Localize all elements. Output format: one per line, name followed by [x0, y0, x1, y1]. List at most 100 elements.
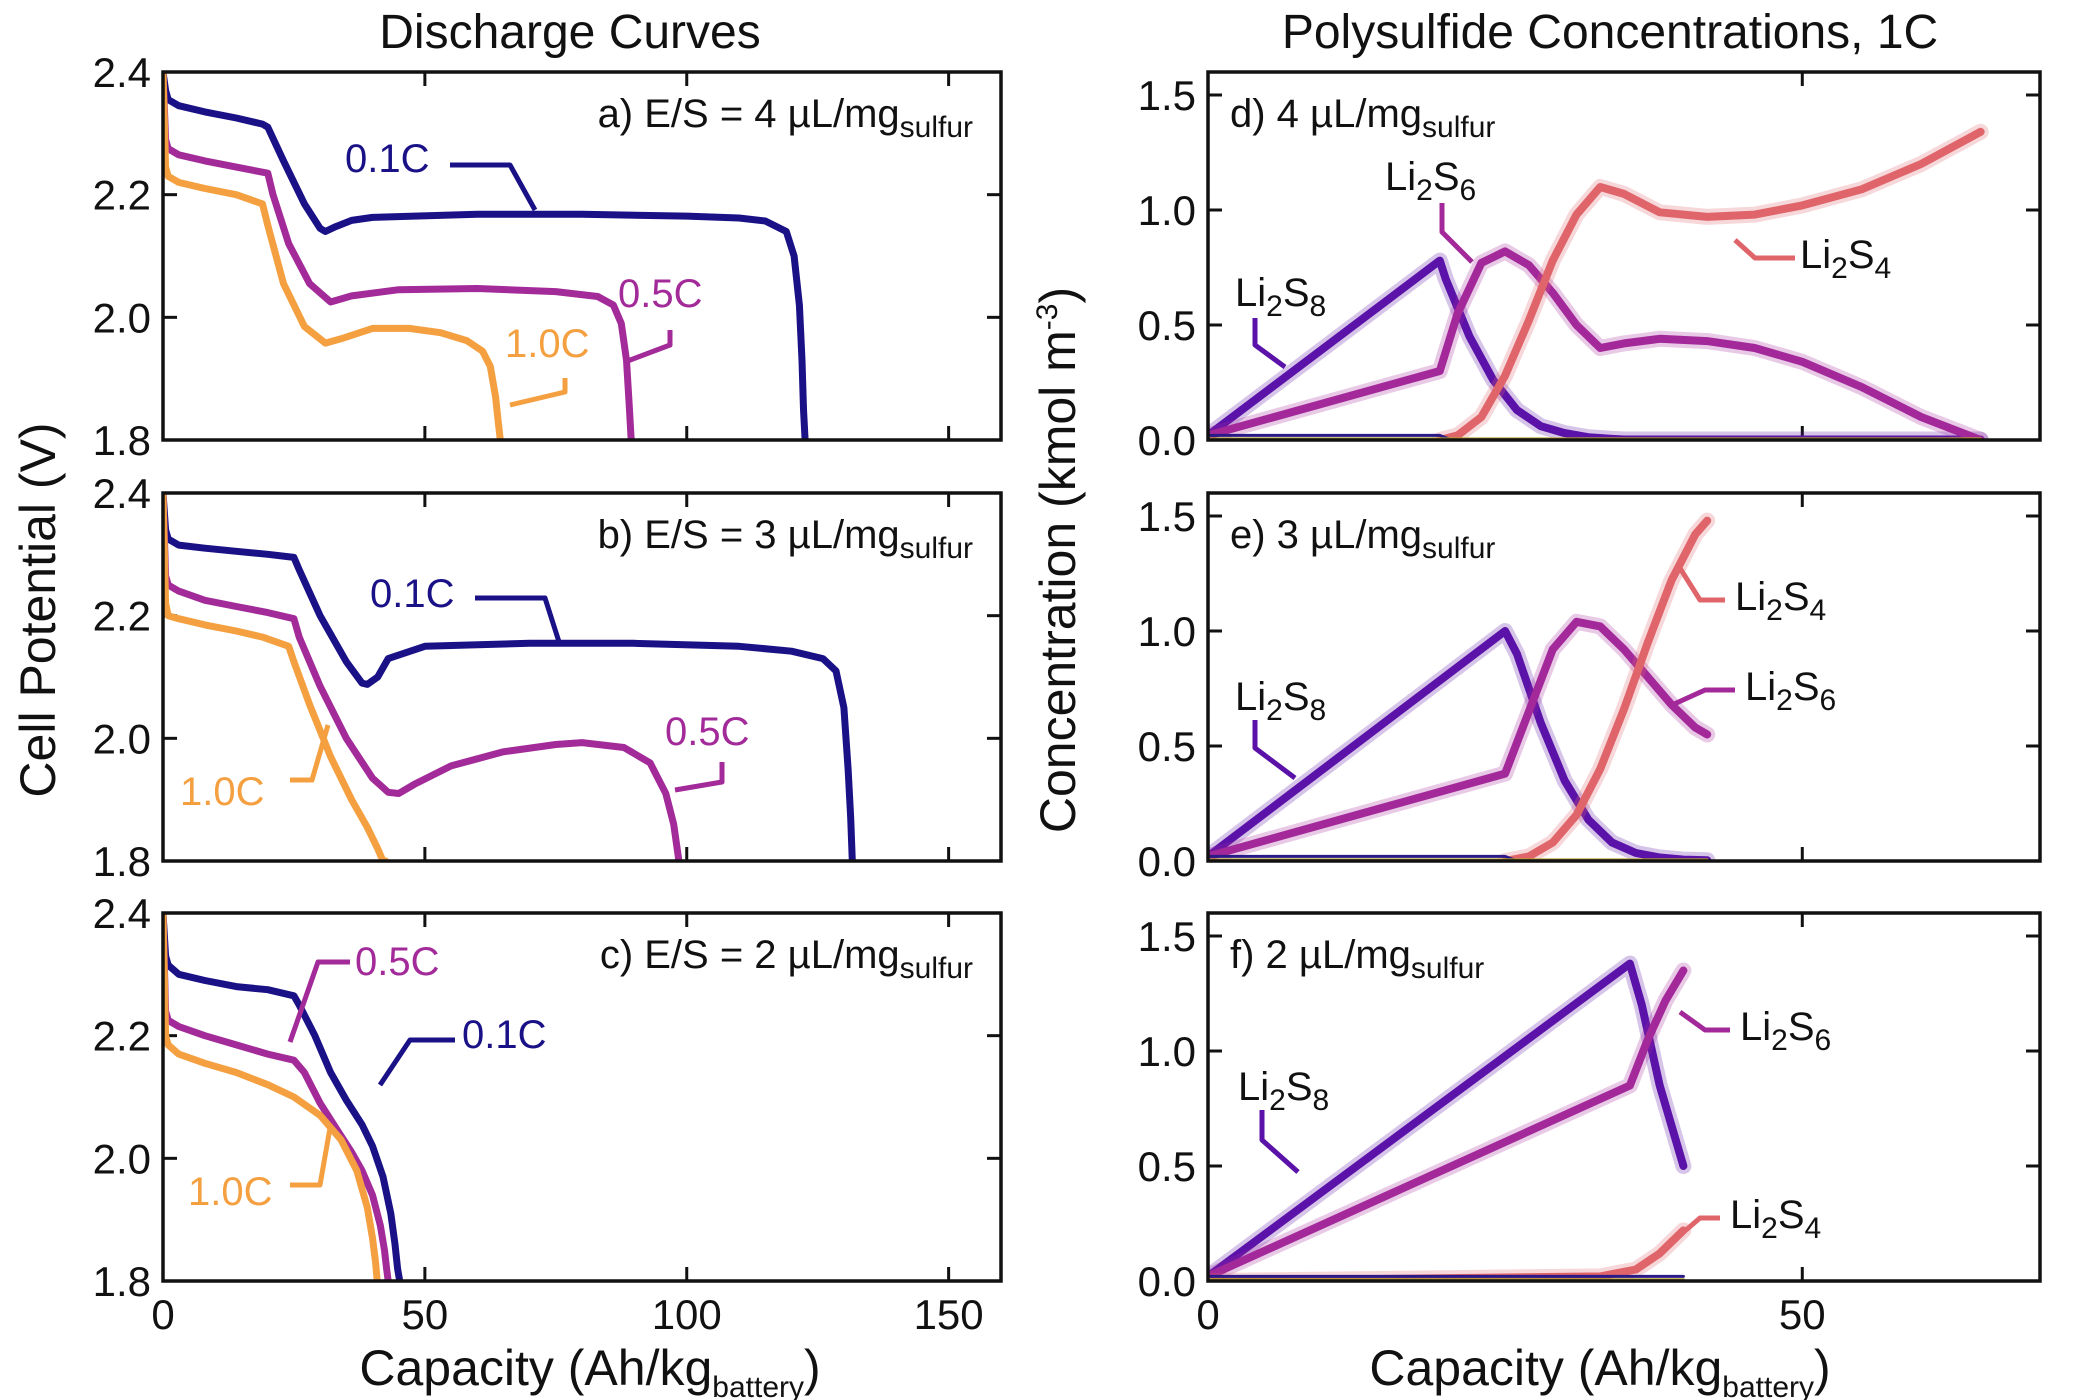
panel-label-sub: sulfur: [900, 532, 973, 565]
left-column-title: Discharge Curves: [379, 6, 760, 59]
species-sub-n: 8: [1310, 694, 1327, 727]
y-tick-label: 0.5: [1138, 302, 1196, 349]
species-sub-n: 6: [1815, 1024, 1832, 1057]
plot-frame: [1206, 911, 2042, 1283]
panel-label-sub: sulfur: [1411, 952, 1484, 985]
y-tick-label: 1.5: [1138, 72, 1196, 119]
series-band: [1431, 123, 1989, 440]
y-tick-label: 0.5: [1138, 723, 1196, 770]
right-y-axis-label: Concentration (kmol m-3): [1030, 287, 1086, 833]
series-label: 0.5C: [355, 940, 440, 984]
panel-label-main: e) 3 µL/mg: [1230, 513, 1422, 557]
series-line-li2s6: [1208, 247, 1985, 440]
species-li: Li: [1385, 155, 1416, 199]
x-tick-label: 0: [1196, 1291, 1219, 1338]
species-sub-2: 2: [1266, 290, 1283, 323]
series-line-01c: [163, 72, 809, 440]
series-label: 0.5C: [665, 710, 750, 754]
panel-label-main: a) E/S = 4 µL/mg: [598, 92, 900, 136]
left-x-axis-label-close: ): [804, 1340, 821, 1396]
species-sub-n: 4: [1805, 1212, 1822, 1245]
species-s: S: [1283, 271, 1310, 315]
label-leader-line: [1670, 1215, 1720, 1244]
species-sub-n: 4: [1810, 594, 1827, 627]
series-label: Li2S6: [1740, 1005, 1831, 1057]
series-line-05c: [163, 72, 635, 440]
series-label: 1.0C: [188, 1170, 273, 1214]
series-line-05c: [163, 913, 392, 1281]
label-leader-line: [624, 330, 673, 365]
y-tick-label: 2.0: [93, 294, 151, 341]
species-s: S: [1778, 1193, 1805, 1237]
series-label: 0.1C: [370, 572, 455, 616]
species-li: Li: [1235, 271, 1266, 315]
species-sub-n: 8: [1313, 1084, 1330, 1117]
panel-f: 0.00.51.01.50 50f) 2 µL/mgsulfurLi2S8Li2S…: [1138, 911, 2042, 1338]
species-li: Li: [1800, 233, 1831, 277]
species-li: Li: [1745, 665, 1776, 709]
right-x-axis-label-main: Capacity (Ah/kg: [1369, 1340, 1722, 1396]
plot-frame: [161, 70, 1003, 442]
series-label: Li2S8: [1235, 675, 1326, 727]
label-leader-line: [1678, 1009, 1730, 1033]
species-li: Li: [1735, 575, 1766, 619]
series-group: [163, 493, 856, 861]
panel-label: d) 4 µL/mgsulfur: [1230, 92, 1495, 144]
right-y-axis-label-close: ): [1030, 287, 1086, 304]
left-x-axis-label-sub: battery: [712, 1371, 804, 1400]
right-x-axis-label-sub: battery: [1722, 1371, 1814, 1400]
panel-label-main: c) E/S = 2 µL/mg: [600, 933, 900, 977]
species-sub-2: 2: [1831, 252, 1848, 285]
series-label: Li2S8: [1235, 271, 1326, 323]
species-sub-n: 6: [1820, 684, 1837, 717]
series-line-li2s4: [1435, 127, 1985, 440]
species-s: S: [1433, 155, 1460, 199]
series-label: Li2S4: [1735, 575, 1826, 627]
panel-b: 1.8 2.0 2.2 2.4 b) E/S = 3 µL/mgsulfur 0.1C 0.…: [93, 470, 1003, 885]
species-li: Li: [1730, 1193, 1761, 1237]
panel-label-sub: sulfur: [900, 952, 973, 985]
label-leader-line: [1670, 687, 1735, 708]
species-sub-2: 2: [1771, 1024, 1788, 1057]
label-leader-line: [290, 1127, 333, 1188]
series-line-10c: [163, 493, 390, 861]
panel-label-sub: sulfur: [1422, 111, 1495, 144]
plot-frame: [1206, 491, 2042, 863]
y-tick-label: 1.0: [1138, 187, 1196, 234]
series-label: Li2S8: [1238, 1065, 1329, 1117]
panel-label: f) 2 µL/mgsulfur: [1230, 933, 1484, 985]
species-s: S: [1286, 1065, 1313, 1109]
series-band: [1208, 955, 1692, 1281]
species-li: Li: [1238, 1065, 1269, 1109]
series-line-li2s6: [1208, 617, 1712, 861]
species-sub-n: 4: [1875, 252, 1892, 285]
panel-label-sub: sulfur: [900, 111, 973, 144]
series-group: [163, 913, 404, 1281]
y-tick-label: 2.4: [93, 49, 151, 96]
series-label: 0.1C: [462, 1013, 547, 1057]
series-line-10c: [163, 913, 381, 1281]
panel-a: 1.8 2.0 2.2 2.4 a) E/S = 4 µL/mgsulfur 0.1C 0.…: [93, 49, 1003, 464]
left-x-axis-label: Capacity (Ah/kgbattery): [359, 1340, 820, 1400]
series-group: [1208, 123, 1989, 440]
series-group: [163, 72, 809, 440]
species-sub-2: 2: [1269, 1084, 1286, 1117]
species-sub-2: 2: [1266, 694, 1283, 727]
species-sub-2: 2: [1766, 594, 1783, 627]
label-leader-line: [1259, 1110, 1300, 1174]
series-line-li2s8: [1208, 959, 1688, 1281]
y-tick-label: 0.0: [1138, 1258, 1196, 1305]
panel-label: a) E/S = 4 µL/mgsulfur: [598, 92, 973, 144]
series-label: 0.1C: [345, 137, 430, 181]
y-tick-label: 0.0: [1138, 417, 1196, 464]
series-label: Li2S6: [1745, 665, 1836, 717]
series-group: [1208, 512, 1716, 861]
series-line-li2s8: [1208, 627, 1712, 861]
y-tick-label: 2.4: [93, 470, 151, 517]
species-s: S: [1788, 1005, 1815, 1049]
series-line-01c: [163, 493, 856, 861]
species-li: Li: [1740, 1005, 1771, 1049]
panel-label-main: f) 2 µL/mg: [1230, 933, 1411, 977]
y-tick-label: 1.8: [93, 1258, 151, 1305]
